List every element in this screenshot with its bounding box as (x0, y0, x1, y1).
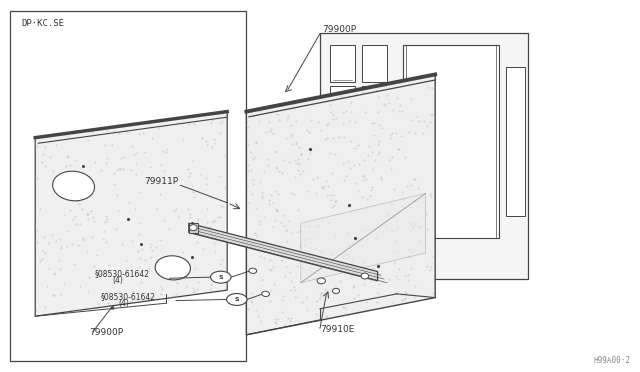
Polygon shape (330, 45, 355, 82)
Text: 79900P: 79900P (322, 25, 356, 33)
Text: S: S (218, 275, 223, 280)
Ellipse shape (189, 225, 197, 231)
Text: Η99Α00·2: Η99Α00·2 (593, 356, 630, 365)
Ellipse shape (52, 171, 95, 201)
Text: 79900P: 79900P (90, 328, 124, 337)
Ellipse shape (262, 291, 269, 296)
Polygon shape (330, 175, 355, 212)
Text: 79910E: 79910E (320, 325, 355, 334)
Polygon shape (189, 223, 378, 281)
Ellipse shape (317, 278, 326, 284)
Polygon shape (362, 45, 387, 82)
Ellipse shape (249, 268, 257, 273)
Text: DP·KC.SE: DP·KC.SE (21, 19, 64, 28)
Bar (10, 11, 246, 361)
Polygon shape (506, 67, 525, 216)
Polygon shape (403, 45, 499, 238)
Text: (4): (4) (118, 299, 129, 308)
Text: 79911P: 79911P (144, 177, 178, 186)
Polygon shape (35, 112, 227, 316)
Text: §08530-61642: §08530-61642 (101, 292, 156, 301)
Polygon shape (246, 74, 435, 335)
Circle shape (211, 271, 231, 283)
Polygon shape (362, 86, 387, 130)
Polygon shape (330, 130, 355, 171)
Polygon shape (189, 223, 198, 232)
Circle shape (227, 294, 247, 305)
Polygon shape (362, 134, 387, 179)
Ellipse shape (333, 288, 339, 294)
Polygon shape (330, 86, 355, 126)
Polygon shape (320, 33, 528, 279)
Ellipse shape (361, 273, 369, 279)
Text: §08530-61642: §08530-61642 (95, 269, 150, 278)
Text: S: S (234, 297, 239, 302)
Ellipse shape (155, 256, 191, 280)
Polygon shape (301, 193, 426, 283)
Text: (4): (4) (112, 276, 123, 285)
